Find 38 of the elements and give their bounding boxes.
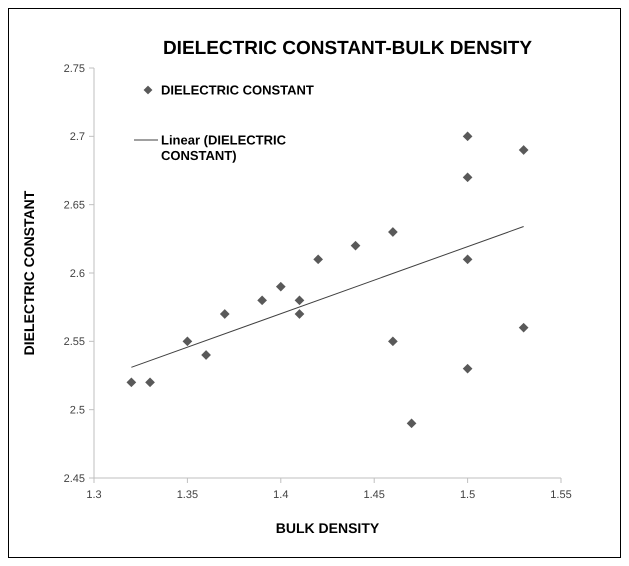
point bbox=[406, 418, 416, 428]
y-axis-title: DIELECTRIC CONSTANT bbox=[21, 190, 37, 356]
point bbox=[388, 227, 398, 237]
x-tick-label: 1.4 bbox=[273, 489, 288, 501]
chart-title: DIELECTRIC CONSTANT-BULK DENSITY bbox=[162, 38, 532, 59]
y-tick-label: 2.6 bbox=[70, 268, 85, 280]
point bbox=[462, 254, 472, 264]
legend-label: Linear (DIELECTRIC CONSTANT) bbox=[161, 132, 287, 164]
y-tick-label: 2.45 bbox=[64, 472, 85, 485]
point bbox=[462, 131, 472, 142]
point bbox=[388, 336, 398, 346]
y-tick-label: 2.5 bbox=[70, 404, 85, 417]
x-tick-label: 1.55 bbox=[550, 489, 572, 501]
point bbox=[201, 350, 211, 360]
x-tick-label: 1.35 bbox=[176, 489, 198, 501]
y-tick-label: 2.65 bbox=[64, 200, 85, 212]
point bbox=[276, 282, 286, 292]
point bbox=[350, 240, 360, 251]
point bbox=[462, 172, 472, 182]
y-tick-label: 2.7 bbox=[70, 131, 85, 144]
point bbox=[145, 377, 155, 388]
x-tick-label: 1.5 bbox=[460, 489, 476, 501]
point bbox=[220, 309, 230, 319]
point bbox=[182, 336, 192, 346]
legend-label: DIELECTRIC CONSTANT bbox=[161, 82, 314, 98]
point bbox=[462, 364, 472, 374]
point bbox=[126, 377, 136, 388]
y-tick-label: 2.75 bbox=[64, 62, 85, 75]
point bbox=[313, 254, 324, 264]
point bbox=[294, 295, 304, 306]
point bbox=[518, 322, 528, 333]
point bbox=[294, 309, 304, 319]
x-tick-label: 1.45 bbox=[363, 489, 385, 501]
point bbox=[257, 295, 267, 306]
x-tick-label: 1.3 bbox=[86, 489, 102, 501]
point bbox=[518, 145, 528, 155]
x-axis-title: BULK DENSITY bbox=[276, 520, 380, 536]
y-tick-label: 2.55 bbox=[64, 336, 85, 348]
